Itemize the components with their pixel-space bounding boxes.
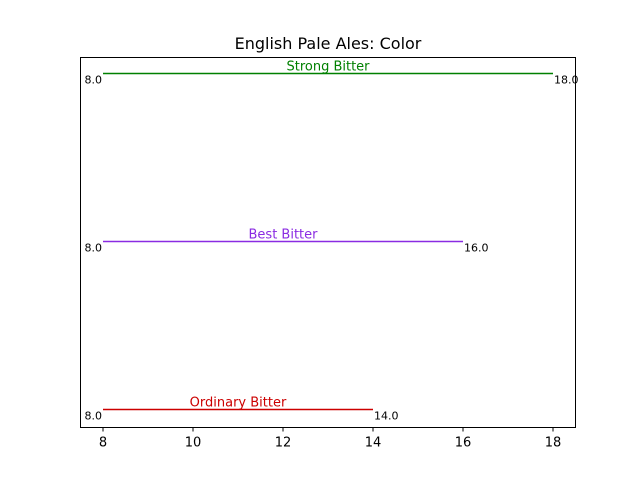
x-axis: 8 10 12 14 16 18 xyxy=(99,427,562,451)
x-tick-label: 14 xyxy=(365,436,382,451)
range-min-label: 8.0 xyxy=(85,242,103,255)
series-layer: Ordinary Bitter 8.0 14.0 Best Bitter 8.0 16.0… xyxy=(85,60,579,423)
range-max-label: 18.0 xyxy=(554,74,579,87)
x-tick-label: 8 xyxy=(99,436,107,451)
series-name-label: Best Bitter xyxy=(249,228,319,243)
range-max-label: 16.0 xyxy=(464,242,489,255)
plot-frame xyxy=(80,57,576,428)
x-tick-label: 12 xyxy=(275,436,292,451)
chart-title: English Pale Ales: Color xyxy=(235,34,422,53)
x-tick-label: 16 xyxy=(455,436,472,451)
range-min-label: 8.0 xyxy=(85,410,103,423)
x-tick-label: 18 xyxy=(545,436,562,451)
x-tick-label: 10 xyxy=(185,436,202,451)
range-min-label: 8.0 xyxy=(85,74,103,87)
range-max-label: 14.0 xyxy=(374,410,399,423)
series-name-label: Strong Bitter xyxy=(286,60,370,75)
series-name-label: Ordinary Bitter xyxy=(190,396,287,411)
